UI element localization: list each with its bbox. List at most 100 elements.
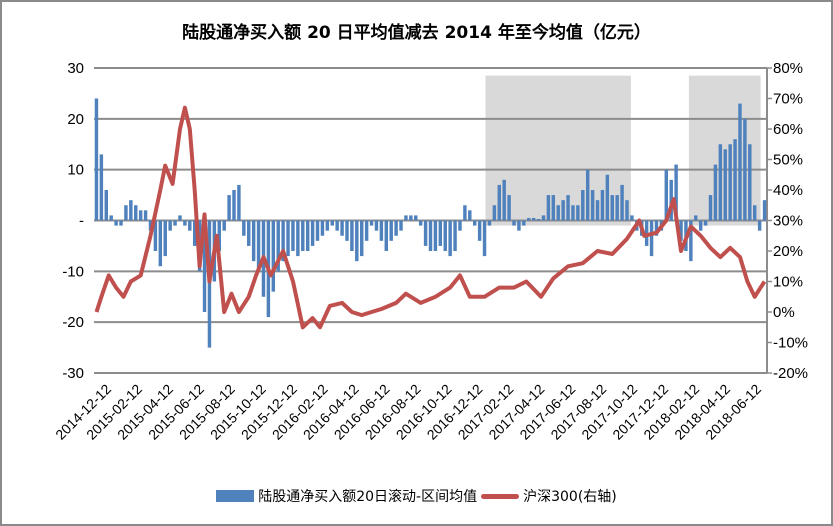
bar: [531, 217, 536, 221]
bar: [124, 205, 128, 221]
legend-line-swatch: [481, 493, 520, 499]
bar: [330, 220, 334, 226]
right-axis-tick-label: 80%: [773, 60, 803, 77]
bar: [384, 220, 389, 251]
bar: [414, 215, 418, 221]
legend-bar-swatch: [216, 490, 255, 502]
bar: [566, 195, 570, 221]
right-axis-tick-label: 20%: [773, 243, 803, 260]
bar: [581, 190, 585, 221]
left-axis-tick-label: -10: [62, 263, 84, 280]
bar: [222, 220, 226, 231]
bar: [340, 220, 344, 236]
bar: [698, 220, 703, 231]
bar: [271, 220, 276, 292]
bar: [148, 220, 153, 231]
bar: [723, 149, 727, 221]
bar: [232, 190, 236, 221]
bar: [694, 215, 698, 221]
bar: [443, 220, 447, 251]
left-axis-tick-label: 20: [67, 111, 84, 128]
bar: [237, 184, 241, 221]
bar: [468, 210, 472, 221]
right-axis-tick-label: -20%: [773, 365, 808, 382]
bar: [585, 169, 590, 221]
bar: [409, 215, 413, 221]
bar: [630, 215, 634, 221]
bar: [527, 217, 531, 221]
bar: [202, 220, 207, 312]
bar: [482, 220, 487, 257]
bar: [242, 220, 246, 236]
bar: [423, 220, 428, 246]
bar: [689, 220, 693, 262]
bar: [296, 220, 300, 257]
bar: [178, 215, 182, 221]
right-axis-tick-label: 10%: [773, 274, 803, 291]
bar: [752, 205, 757, 221]
bar: [227, 195, 231, 221]
bar: [350, 220, 354, 251]
left-axis-tick-label: 10: [67, 162, 84, 179]
chart-title: 陆股通净买入额 20 日平均值减去 2014 年至今均值（亿元）: [182, 23, 651, 43]
bar: [497, 184, 501, 221]
bar: [389, 220, 393, 241]
bar: [463, 205, 467, 221]
legend: 陆股通净买入额20日滚动-区间均值 沪深300(右轴): [0, 486, 833, 506]
bar: [360, 220, 364, 257]
bar: [374, 220, 379, 231]
bar: [458, 220, 462, 231]
bar: [217, 220, 221, 251]
bar: [404, 215, 408, 221]
right-axis-tick-label: 0%: [773, 304, 795, 321]
bar: [718, 144, 723, 221]
bar: [119, 220, 123, 226]
bar: [522, 220, 526, 226]
right-axis-tick-label: 40%: [773, 182, 803, 199]
bar: [728, 144, 732, 221]
bar: [251, 220, 256, 262]
bar: [188, 220, 192, 231]
legend-bar-label: 陆股通净买入额20日滚动-区间均值: [258, 489, 478, 505]
bar: [517, 220, 521, 231]
bar: [428, 220, 433, 251]
bar: [138, 210, 143, 221]
bar: [664, 169, 669, 221]
bar: [541, 215, 546, 221]
bar: [315, 220, 320, 241]
bar: [556, 205, 560, 221]
right-axis-tick-label: 70%: [773, 91, 803, 108]
bar: [713, 164, 718, 221]
bar: [99, 154, 104, 221]
left-axis-tick-label: -20: [62, 314, 84, 331]
bar: [276, 220, 280, 272]
bar: [502, 179, 506, 221]
bar: [129, 200, 133, 221]
right-axis-tick-label: 50%: [773, 152, 803, 169]
bar: [369, 220, 374, 226]
bar: [399, 220, 403, 231]
bar: [453, 220, 457, 251]
bar: [620, 184, 624, 221]
bar: [305, 220, 310, 251]
bar: [320, 220, 325, 236]
bar: [448, 220, 452, 257]
bar: [625, 200, 629, 221]
bar: [571, 205, 575, 221]
bar: [605, 174, 610, 221]
bar: [546, 195, 551, 221]
bar: [507, 195, 511, 221]
bar: [94, 98, 99, 221]
bar: [355, 220, 359, 262]
bar: [757, 220, 762, 231]
bar: [394, 220, 398, 236]
bar: [301, 220, 305, 251]
bar: [325, 220, 330, 231]
bar: [669, 179, 673, 221]
bar: [492, 205, 497, 221]
left-axis-tick-label: -30: [62, 365, 84, 382]
bar: [733, 139, 737, 221]
bar: [649, 220, 654, 257]
bar: [291, 220, 295, 251]
bar: [615, 195, 619, 221]
